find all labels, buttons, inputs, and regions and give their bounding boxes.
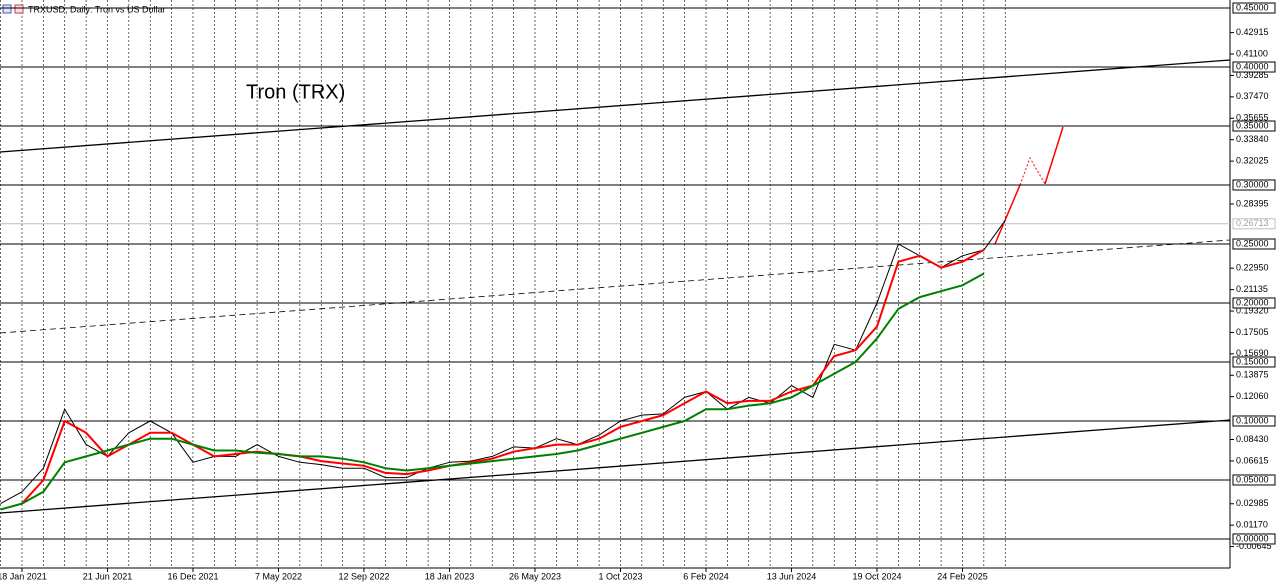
y-tick-label: 0.28395 xyxy=(1236,198,1269,208)
level-label: 0.25000 xyxy=(1236,238,1269,248)
x-tick-label: 24 Feb 2025 xyxy=(937,571,988,581)
projection xyxy=(1019,156,1046,186)
level-label: 0.40000 xyxy=(1236,61,1269,71)
level-label: 0.30000 xyxy=(1236,179,1269,189)
icon xyxy=(2,4,12,14)
x-tick-label: 18 Jan 2023 xyxy=(425,571,475,581)
x-tick-label: 13 Jun 2024 xyxy=(767,571,817,581)
y-tick-label: 0.39285 xyxy=(1236,70,1269,80)
projection xyxy=(1044,126,1064,185)
trend-line-dashed xyxy=(0,239,1231,334)
y-tick-label: 0.21135 xyxy=(1236,284,1268,294)
y-tick-label: 0.32025 xyxy=(1236,155,1269,165)
x-tick-label: 12 Sep 2022 xyxy=(338,571,389,581)
projection xyxy=(994,184,1021,245)
y-tick-label: 0.22950 xyxy=(1236,263,1269,273)
icon xyxy=(14,4,24,14)
x-tick-label: 21 Jun 2021 xyxy=(83,571,133,581)
trend-line xyxy=(0,419,1231,514)
y-tick-label: 0.41100 xyxy=(1236,48,1268,58)
level-label-box xyxy=(1232,179,1276,191)
x-tick-label: 6 Feb 2024 xyxy=(683,571,729,581)
y-tick-label: 0.13875 xyxy=(1236,370,1269,380)
level-label-box xyxy=(1232,297,1276,309)
level-label-box xyxy=(1232,120,1276,132)
y-tick-label: -0.00645 xyxy=(1236,541,1272,551)
y-tick-label: 0.42915 xyxy=(1236,27,1269,37)
level-label: 0.10000 xyxy=(1236,415,1269,425)
y-tick-label: 0.19320 xyxy=(1236,305,1269,315)
level-label-box xyxy=(1232,238,1276,250)
y-tick-label: 0.33840 xyxy=(1236,134,1269,144)
y-tick-label: 0.02985 xyxy=(1236,498,1269,508)
series-line xyxy=(0,272,985,511)
x-tick-label: 19 Oct 2024 xyxy=(852,571,901,581)
level-label: 0.05000 xyxy=(1236,474,1269,484)
level-label-box xyxy=(1232,474,1276,486)
level-label-box xyxy=(1232,356,1276,368)
x-tick-label: 7 May 2022 xyxy=(255,571,302,581)
x-tick-label: 16 Dec 2021 xyxy=(167,571,218,581)
x-tick-label: 26 May 2023 xyxy=(509,571,561,581)
y-tick-label: 0.01170 xyxy=(1236,520,1268,530)
last-price-label: 0.26713 xyxy=(1236,218,1269,228)
series-line xyxy=(21,249,985,505)
y-tick-label: 0.06615 xyxy=(1236,455,1269,465)
chart-title: Tron (TRX) xyxy=(246,81,345,103)
level-label: 0.35000 xyxy=(1236,120,1269,130)
level-label: 0.45000 xyxy=(1236,2,1269,12)
y-tick-label: 0.37470 xyxy=(1236,91,1269,101)
series-line xyxy=(0,220,1006,505)
level-label-box xyxy=(1232,415,1276,427)
y-tick-label: 0.08430 xyxy=(1236,434,1269,444)
level-label-box xyxy=(1232,61,1276,73)
header: TRXUSD, Daily: Tron vs US Dollar xyxy=(28,4,166,14)
y-tick-label: 0.12060 xyxy=(1236,391,1269,401)
level-label-box xyxy=(1232,533,1276,545)
level-label-box xyxy=(1232,2,1276,14)
y-tick-label: 0.15690 xyxy=(1236,348,1269,358)
y-tick-label: 0.17505 xyxy=(1236,327,1269,337)
x-tick-label: 18 Jan 2021 xyxy=(0,571,47,581)
level-label: 0.20000 xyxy=(1236,297,1269,307)
level-label: 0.00000 xyxy=(1236,533,1269,543)
y-tick-label: 0.35655 xyxy=(1236,113,1269,123)
x-tick-label: 1 Oct 2023 xyxy=(598,571,642,581)
level-label: 0.15000 xyxy=(1236,356,1269,366)
trend-line xyxy=(0,59,1231,153)
last-price-box xyxy=(1232,218,1276,230)
